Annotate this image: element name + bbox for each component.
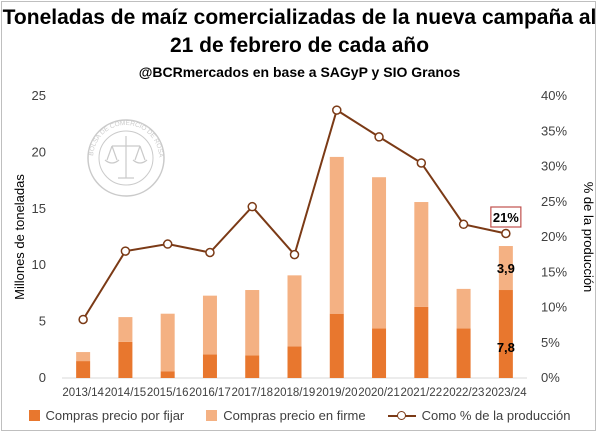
legend-label-en-firme: Compras precio en firme [223,408,366,423]
bar-por-fijar [118,341,133,378]
line-point [332,105,342,115]
callout-box [490,206,522,228]
bar-en-firme [372,177,387,329]
legend-label-por-fijar: Compras precio por fijar [45,408,185,423]
bar-en-firme [329,156,344,314]
bar-por-fijar [245,355,260,378]
y-tick-label: 10 [32,257,46,272]
bar-en-firme [76,352,91,362]
line-point [247,201,257,212]
y-tick-label: 5 [39,314,46,329]
bar-en-firme [160,313,175,372]
line-point [78,314,88,325]
x-tick-label: 2020/21 [358,387,400,399]
y2-tick-label: 35% [541,123,567,138]
callout-label: 21% [493,210,519,225]
legend-swatch-por-fijar [28,410,40,421]
bar-en-firme [456,288,471,329]
bar-por-fijar [202,354,217,378]
legend-swatch-en-firme [206,410,218,421]
data-label: 3,9 [497,261,515,276]
line-point [501,228,511,239]
line-layer [78,105,511,325]
x-tick-label: 2023/24 [485,387,527,399]
y2-tick-label: 0% [541,370,560,385]
legend-item-en-firme: Compras precio en firme [206,408,366,423]
y2-tick-label: 25% [541,194,567,209]
y2-tick-label: 10% [541,300,567,315]
legend-item-porcentaje: Como % de la producción [387,408,571,423]
legend-swatch-line [387,410,416,421]
bar-en-firme [287,275,302,347]
bar-por-fijar [456,328,471,378]
legend: Compras precio por fijar Compras precio … [0,408,599,423]
bar-en-firme [118,317,133,342]
x-tick-label: 2015/16 [147,387,189,399]
y2-tick-label: 20% [541,229,567,244]
y2-tick-label: 40% [541,88,567,103]
line-point [289,249,300,260]
bcr-seal-watermark: BOLSA DE COMERCIO DE ROSARIO [0,0,165,197]
bar-en-firme [498,246,513,291]
bars-layer [76,156,513,378]
bar-por-fijar [329,313,344,378]
legend-item-por-fijar: Compras precio por fijar [28,408,185,423]
y2-tick-label: 30% [541,159,567,174]
line-point [416,158,427,168]
bar-por-fijar [160,371,175,378]
x-tick-label: 2018/19 [274,387,316,399]
line-point [120,246,131,256]
x-tick-label: 2017/18 [231,387,273,399]
legend-label-porcentaje: Como % de la producción [421,408,571,423]
x-tick-label: 2013/14 [62,387,104,399]
line-point [205,247,215,258]
x-tick-label: 2022/23 [443,387,485,399]
bar-en-firme [245,290,260,356]
y-tick-label: 0 [39,370,46,385]
y2-axis-title: % de la producción [581,182,596,293]
chart-title: Toneladas de maíz comercializadas de la … [2,6,597,57]
bar-por-fijar [414,306,429,378]
bar-por-fijar [76,361,91,378]
y-tick-label: 20 [32,144,46,159]
bar-en-firme [414,202,429,307]
y2-tick-label: 5% [541,335,560,350]
data-label: 7,8 [497,340,515,355]
line-point [374,132,384,142]
line-point [162,239,173,249]
bar-por-fijar [498,290,513,378]
y2-tick-label: 15% [541,264,567,279]
x-tick-label: 2014/15 [105,387,147,399]
labels-layer: 3,9 7,8 21% [490,206,522,355]
chart-subtitle: @BCRmercados en base a SAGyP y SIO Grano… [138,64,461,80]
x-tick-label: 2021/22 [401,387,443,399]
x-tick-label: 2016/17 [189,387,231,399]
bar-por-fijar [372,328,387,378]
line-point [458,219,469,230]
y-tick-label: 15 [32,201,46,216]
y-axis-title: Millones de toneladas [12,174,27,300]
bar-en-firme [202,295,217,355]
y-tick-label: 25 [32,88,46,103]
bar-por-fijar [287,346,302,378]
x-tick-label: 2019/20 [316,387,358,399]
